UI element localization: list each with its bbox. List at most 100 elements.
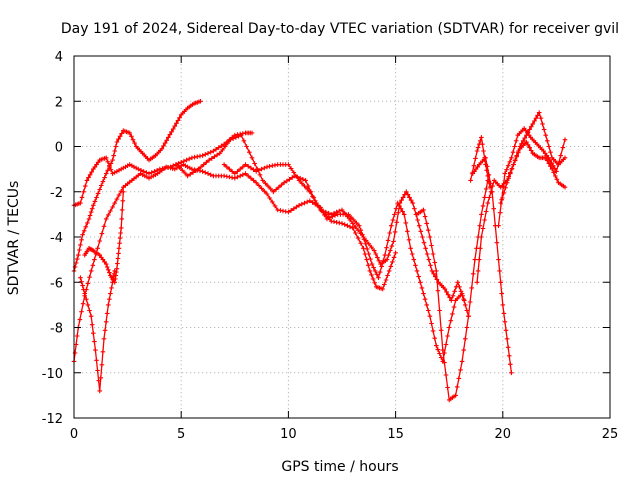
- data-point: [331, 219, 337, 224]
- data-point: [546, 144, 552, 149]
- data-point: [459, 359, 465, 364]
- data-point: [257, 172, 263, 178]
- data-point: [453, 393, 458, 398]
- data-point: [112, 200, 117, 206]
- data-point: [432, 260, 437, 265]
- data-point: [127, 130, 132, 136]
- data-point: [87, 274, 92, 280]
- data-point: [208, 149, 213, 155]
- data-point: [101, 336, 107, 342]
- data-point: [283, 209, 288, 214]
- data-point: [450, 311, 455, 317]
- data-point: [369, 244, 374, 250]
- data-point: [525, 142, 531, 148]
- data-point: [369, 261, 375, 267]
- data-point: [108, 291, 113, 296]
- data-point: [100, 349, 106, 355]
- data-point: [397, 200, 403, 206]
- data-point: [120, 198, 126, 204]
- data-point: [545, 138, 550, 144]
- data-point: [211, 148, 216, 154]
- data-point: [418, 279, 423, 285]
- data-point: [407, 195, 412, 200]
- data-point: [355, 227, 361, 233]
- data-point: [264, 191, 270, 197]
- data-point: [265, 183, 271, 189]
- data-point: [114, 269, 119, 275]
- data-point: [240, 164, 246, 170]
- data-point: [451, 304, 457, 310]
- data-point: [543, 132, 548, 138]
- data-point: [256, 168, 262, 173]
- data-point: [371, 265, 376, 270]
- data-point: [259, 166, 264, 172]
- data-point: [182, 170, 188, 176]
- data-point: [294, 204, 299, 210]
- data-point: [74, 333, 80, 339]
- data-point: [286, 162, 291, 167]
- y-axis-label: SDTVAR / TECUs: [6, 181, 22, 296]
- data-point: [162, 165, 168, 171]
- data-point: [78, 200, 83, 206]
- data-point: [535, 113, 540, 118]
- data-point: [392, 212, 397, 217]
- x-tick-label: 5: [177, 427, 185, 442]
- data-point: [81, 189, 86, 195]
- data-point: [99, 231, 105, 236]
- data-point: [474, 148, 480, 154]
- data-point: [166, 135, 171, 140]
- data-point: [118, 188, 124, 194]
- data-point: [78, 242, 83, 248]
- data-point: [444, 289, 449, 295]
- data-point: [73, 342, 79, 347]
- data-point: [426, 227, 431, 233]
- data-point: [260, 178, 265, 183]
- data-point: [291, 170, 297, 175]
- data-point: [154, 168, 160, 173]
- data-point: [276, 184, 282, 190]
- data-point: [562, 184, 568, 190]
- data-point: [160, 166, 165, 171]
- data-point: [103, 155, 109, 161]
- data-point: [409, 251, 415, 257]
- data-point: [119, 207, 125, 213]
- data-point: [259, 186, 264, 191]
- data-point: [345, 223, 350, 228]
- data-point: [200, 153, 205, 158]
- data-point: [372, 280, 377, 286]
- data-point: [455, 279, 461, 285]
- data-point: [146, 171, 152, 176]
- data-point: [405, 229, 410, 234]
- data-point: [562, 137, 568, 142]
- data-point: [514, 154, 519, 159]
- data-point: [389, 223, 394, 228]
- data-point: [363, 238, 369, 243]
- data-point: [129, 134, 134, 139]
- data-point: [380, 286, 385, 292]
- data-point: [97, 187, 102, 192]
- grid: [74, 56, 610, 418]
- data-point: [115, 256, 121, 261]
- data-point: [77, 317, 83, 322]
- data-point: [248, 165, 254, 171]
- data-point: [541, 127, 547, 132]
- data-point: [119, 131, 124, 136]
- data-point: [386, 268, 392, 274]
- data-point: [253, 180, 259, 185]
- data-point: [307, 189, 313, 195]
- data-point: [464, 325, 470, 330]
- data-point: [303, 178, 308, 183]
- data-point: [361, 234, 366, 240]
- data-point: [496, 257, 501, 262]
- data-point: [358, 231, 364, 236]
- data-point: [117, 240, 122, 246]
- data-point: [186, 156, 192, 162]
- data-point: [479, 135, 484, 140]
- data-point: [253, 169, 259, 174]
- data-point: [99, 362, 105, 368]
- data-point: [264, 164, 270, 170]
- data-point: [527, 127, 532, 132]
- data-point: [138, 168, 144, 173]
- data-point: [528, 124, 534, 129]
- data-point: [536, 110, 542, 115]
